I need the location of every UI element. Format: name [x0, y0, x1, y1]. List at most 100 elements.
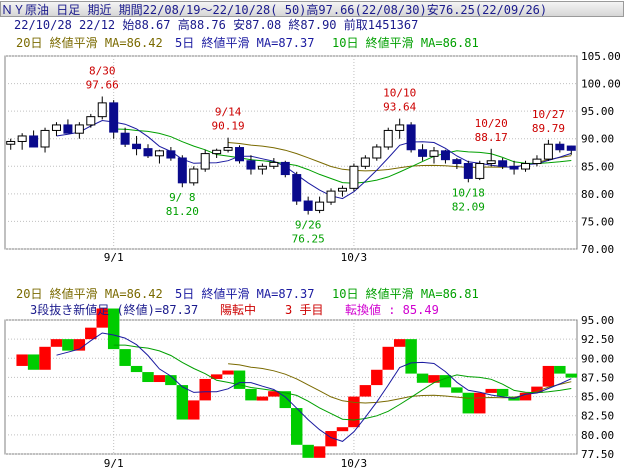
candle-body: [257, 165, 267, 170]
price-block: [451, 387, 463, 393]
x-tick-label: 9/1: [104, 251, 124, 264]
price-block: [199, 378, 211, 401]
candle-body: [292, 174, 302, 202]
y-tick-label: 85.00: [581, 391, 614, 404]
legend-ma5: 5日 終値平滑 MA=87.37: [175, 286, 314, 301]
candle-body: [235, 147, 245, 162]
price-block: [39, 346, 51, 370]
price-block: [291, 408, 303, 445]
candle-body: [532, 158, 542, 165]
candle-body: [395, 124, 405, 131]
price-block: [565, 373, 577, 378]
price-block: [165, 375, 177, 386]
price-block: [62, 339, 74, 351]
price-block: [496, 388, 509, 397]
candle-body: [509, 165, 519, 170]
candle-body: [372, 146, 382, 159]
price-block: [222, 370, 234, 375]
candle-body: [86, 116, 96, 126]
price-block: [313, 446, 326, 458]
candle-body: [246, 160, 256, 170]
price-block: [279, 391, 291, 409]
price-block: [16, 354, 28, 366]
annotation-value: 88.17: [475, 131, 508, 144]
annotation-date: 9/26: [295, 219, 322, 232]
candle-body: [17, 135, 27, 142]
annotation-date: 9/14: [215, 106, 242, 119]
y-tick-label: 77.50: [581, 448, 614, 461]
candle-body: [406, 124, 416, 151]
candle-body: [521, 163, 531, 170]
header-ohlc-line: 22/10/28 22/12 始88.67 高88.76 安87.08 終87.…: [14, 18, 419, 32]
ma10-line: [113, 344, 572, 421]
price-block: [107, 308, 120, 350]
legend-ma5: 5日 終値平滑 MA=87.37: [175, 35, 314, 50]
price-block: [73, 339, 86, 351]
y-tick-label: 105.00: [581, 50, 621, 63]
price-block: [371, 369, 383, 386]
annotation-date: 8/30: [89, 64, 116, 77]
price-block: [256, 396, 269, 401]
x-tick-label: 9/1: [104, 457, 124, 470]
annotation-date: 10/18: [452, 186, 485, 199]
y-tick-label: 75.00: [581, 215, 614, 228]
candle-body: [223, 147, 233, 151]
candle-body: [51, 124, 61, 131]
price-block: [302, 444, 314, 458]
candle-body: [475, 163, 485, 179]
y-tick-label: 70.00: [581, 243, 614, 256]
y-tick-label: 90.00: [581, 352, 614, 365]
kagi-label: 3段抜き新値足 (終値)=87.37: [30, 302, 198, 317]
ma10-line: [113, 128, 572, 184]
legend-ma20: 20日 終値平滑 MA=86.42: [16, 35, 163, 50]
new-price-chart: 77.50 80.00 82.50 85.00 87.50 90.00 92.50 95.00…: [4, 286, 614, 470]
candle-body: [303, 200, 313, 211]
y-tick-label: 92.50: [581, 333, 614, 346]
ma5-line: [56, 332, 572, 442]
annotation-value: 89.79: [532, 122, 565, 135]
y-tick-label: 85.00: [581, 160, 614, 173]
annotation-date: 9/ 8: [169, 191, 196, 204]
price-block: [485, 388, 497, 393]
candle-body: [440, 150, 450, 161]
candle-body: [177, 157, 187, 184]
candle-body: [154, 150, 164, 157]
price-block: [416, 373, 429, 383]
price-block: [50, 339, 63, 347]
y-tick-label: 80.00: [581, 429, 614, 442]
price-block: [474, 392, 486, 414]
candle-body: [29, 135, 39, 148]
candle-body: [74, 124, 84, 134]
candle-body: [429, 150, 439, 157]
price-block: [393, 339, 406, 347]
y-tick-label: 87.50: [581, 371, 614, 384]
annotation-value: 90.19: [212, 120, 245, 133]
price-block: [336, 427, 349, 432]
kagi-status: 陽転中: [220, 302, 256, 317]
candle-body: [189, 168, 199, 184]
price-block: [519, 392, 532, 401]
y-tick-label: 95.00: [581, 105, 614, 118]
price-block: [462, 392, 475, 414]
candle-body: [349, 165, 359, 189]
candle-body: [6, 140, 16, 145]
price-block: [554, 365, 566, 374]
candle-body: [166, 150, 176, 159]
y-tick-label: 82.50: [581, 410, 614, 423]
legend-ma10: 10日 終値平滑 MA=86.81: [332, 35, 479, 50]
price-block: [382, 346, 394, 370]
price-block: [245, 388, 257, 401]
price-block: [428, 375, 440, 383]
price-block: [268, 391, 280, 397]
candle-body: [566, 145, 576, 151]
price-block: [325, 431, 337, 447]
candle-body: [200, 153, 210, 170]
y-tick-label: 100.00: [581, 78, 621, 91]
candle-body: [337, 187, 347, 192]
candle-body: [109, 102, 119, 133]
price-block: [439, 375, 452, 388]
candle-body: [132, 143, 142, 150]
price-block: [85, 327, 97, 340]
candle-body: [452, 159, 462, 165]
legend-ma20: 20日 終値平滑 MA=86.42: [16, 286, 163, 301]
